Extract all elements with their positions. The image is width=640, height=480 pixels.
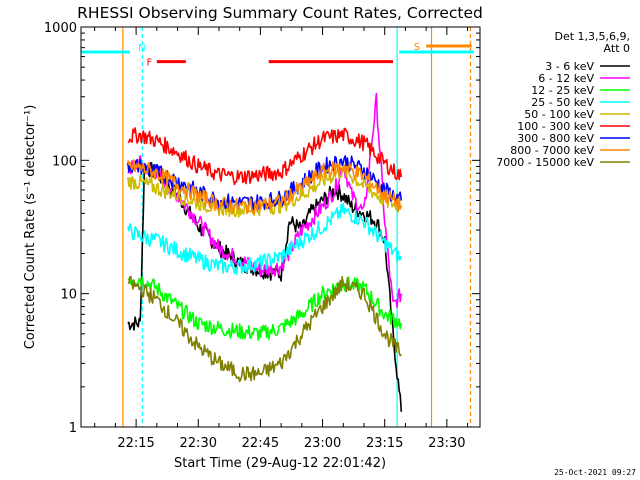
y-tick-label: 10 — [60, 288, 77, 303]
x-axis-label: Start Time (29-Aug-12 22:01:42) — [174, 456, 386, 471]
x-tick-label: 23:30 — [428, 436, 465, 451]
legend-header-line: Att 0 — [604, 42, 630, 55]
timestamp-stamp: 25-Oct-2021 09:27 — [554, 468, 636, 477]
y-axis-label: Corrected Count Rate (s⁻¹ detector⁻¹) — [23, 105, 38, 350]
plot-frame — [80, 26, 481, 428]
series-line-5 — [127, 127, 403, 186]
axis-ticks: 1 10 100 1000 22:15 22:30 22:45 23:00 23:15 23:30 — [44, 21, 480, 451]
series-line-6 — [127, 155, 403, 211]
legend-entry-label: 300 - 800 keV — [517, 132, 594, 145]
x-tick-label: 22:45 — [242, 436, 279, 451]
flag-label-N: N — [138, 43, 145, 54]
legend-entry-label: 100 - 300 keV — [517, 120, 594, 133]
legend-entry-label: 12 - 25 keV — [531, 84, 594, 97]
x-tick-label: 22:30 — [180, 436, 217, 451]
plot-area: NF S — [81, 27, 474, 427]
y-tick-label: 100 — [52, 154, 77, 169]
chart-title: RHESSI Observing Summary Count Rates, Co… — [77, 4, 483, 22]
legend-entry-label: 7000 - 15000 keV — [496, 156, 594, 169]
x-tick-label: 23:00 — [304, 436, 341, 451]
y-tick-label: 1 — [69, 421, 77, 436]
x-tick-label: 23:15 — [366, 436, 403, 451]
legend-entry-label: 25 - 50 keV — [531, 96, 594, 109]
series-line-1 — [127, 92, 403, 309]
series-line-8 — [127, 275, 402, 383]
series-line-7 — [127, 159, 403, 215]
legend-header-line: Det 1,3,5,6,9, — [554, 30, 630, 43]
y-tick-label: 1000 — [44, 21, 77, 36]
legend-entry-label: 50 - 100 keV — [524, 108, 594, 121]
x-tick-label: 22:15 — [117, 436, 154, 451]
flag-label-S: S — [414, 42, 420, 53]
legend-entry-label: 6 - 12 keV — [538, 72, 594, 85]
legend-entry-label: 3 - 6 keV — [545, 60, 594, 73]
legend-entry-label: 800 - 7000 keV — [510, 144, 594, 157]
series-line-3 — [127, 202, 403, 276]
flag-label-F: F — [146, 58, 152, 69]
